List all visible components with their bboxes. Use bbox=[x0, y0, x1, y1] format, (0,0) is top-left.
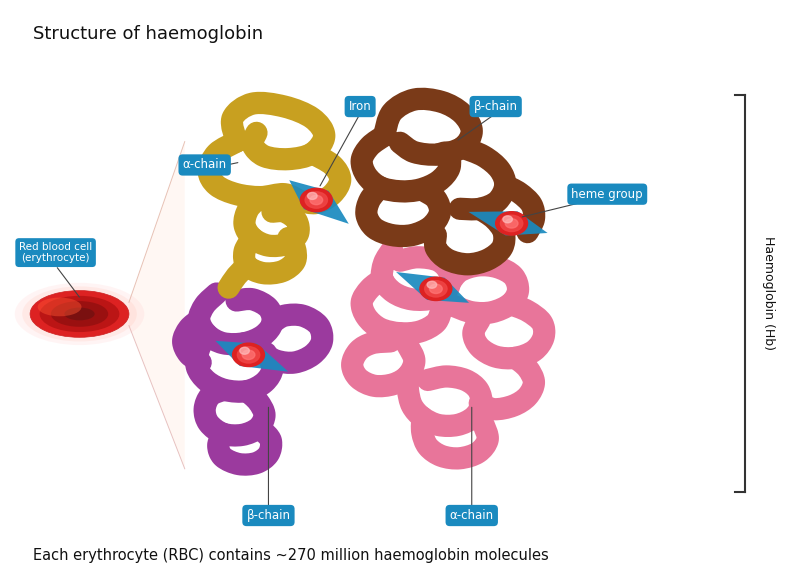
Text: α-chain: α-chain bbox=[450, 509, 494, 522]
Text: α-chain: α-chain bbox=[182, 158, 226, 171]
Text: Haemoglobin (Hb): Haemoglobin (Hb) bbox=[762, 237, 775, 350]
Text: Each erythrocyte (RBC) contains ~270 million haemoglobin molecules: Each erythrocyte (RBC) contains ~270 mil… bbox=[34, 548, 549, 564]
Circle shape bbox=[427, 281, 437, 288]
Polygon shape bbox=[469, 211, 547, 235]
Ellipse shape bbox=[30, 291, 129, 338]
Circle shape bbox=[242, 350, 255, 359]
Circle shape bbox=[430, 284, 442, 294]
Text: β-chain: β-chain bbox=[246, 509, 290, 522]
Text: heme group: heme group bbox=[571, 188, 643, 201]
Circle shape bbox=[420, 277, 452, 301]
Circle shape bbox=[501, 215, 522, 232]
Ellipse shape bbox=[22, 286, 137, 342]
Text: Structure of haemoglobin: Structure of haemoglobin bbox=[34, 25, 263, 43]
Circle shape bbox=[305, 192, 327, 208]
Circle shape bbox=[496, 212, 527, 235]
Ellipse shape bbox=[51, 301, 108, 327]
Ellipse shape bbox=[14, 283, 144, 345]
Text: Iron: Iron bbox=[349, 100, 371, 113]
Text: Red blood cell
(erythrocyte): Red blood cell (erythrocyte) bbox=[19, 242, 92, 264]
Ellipse shape bbox=[40, 296, 119, 332]
Circle shape bbox=[238, 347, 260, 363]
Circle shape bbox=[233, 343, 265, 366]
Polygon shape bbox=[215, 341, 288, 372]
Circle shape bbox=[425, 281, 447, 297]
Circle shape bbox=[240, 348, 250, 355]
Circle shape bbox=[506, 219, 518, 228]
Polygon shape bbox=[290, 180, 349, 224]
Text: β-chain: β-chain bbox=[474, 100, 518, 113]
Circle shape bbox=[300, 188, 332, 212]
Circle shape bbox=[503, 216, 513, 223]
Circle shape bbox=[310, 195, 322, 205]
Polygon shape bbox=[129, 141, 185, 469]
Polygon shape bbox=[396, 272, 469, 303]
Ellipse shape bbox=[64, 308, 94, 321]
Ellipse shape bbox=[38, 298, 82, 316]
Circle shape bbox=[307, 193, 317, 200]
